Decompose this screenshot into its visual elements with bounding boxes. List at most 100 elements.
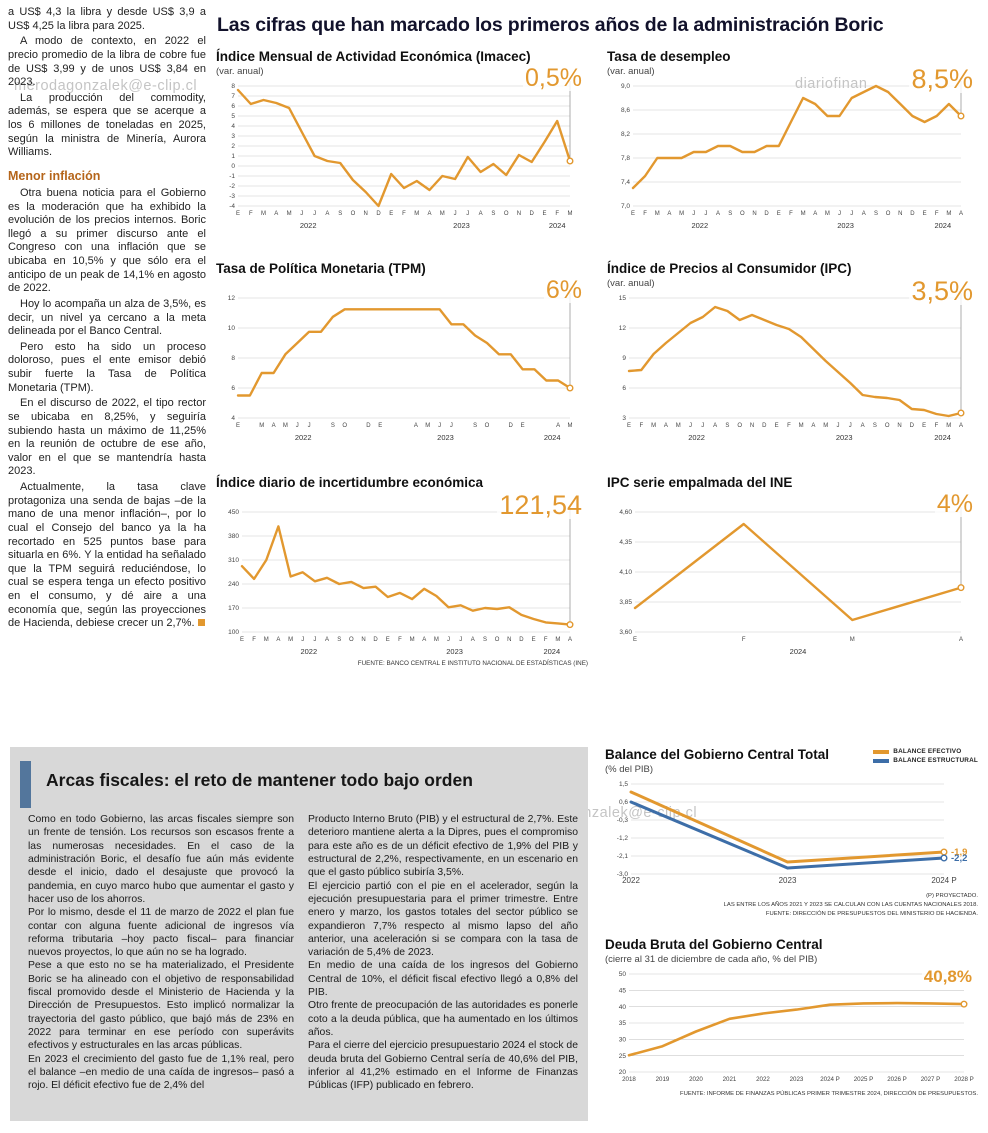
svg-text:2023: 2023 (790, 1076, 804, 1083)
svg-text:J: J (454, 211, 457, 217)
highlight-value: 4% (934, 490, 975, 518)
highlight-value: 40,8% (921, 967, 974, 986)
svg-text:15: 15 (619, 295, 627, 302)
svg-text:M: M (946, 211, 951, 217)
imacec-plot: -4 -3 -2 -1 0 1 2 3 4 5 6 7 8 E F M A M J J A S O N D E F M A M J J A S O N… (229, 80, 574, 230)
fiscal-paragraph: Producto Interno Bruto (PIB) y el estruc… (308, 814, 578, 879)
svg-text:J: J (838, 211, 841, 217)
svg-text:0: 0 (231, 163, 235, 170)
fiscal-paragraph: Para el cierre del ejercicio presupuesta… (308, 1040, 578, 1092)
svg-text:D: D (509, 423, 514, 429)
svg-text:M: M (651, 423, 656, 429)
svg-text:M: M (434, 637, 439, 643)
svg-text:F: F (935, 211, 939, 217)
svg-text:2024 P: 2024 P (820, 1076, 840, 1083)
svg-text:M: M (288, 637, 293, 643)
svg-text:-0,3: -0,3 (617, 817, 629, 824)
svg-text:50: 50 (619, 971, 627, 978)
svg-text:A: A (959, 423, 963, 429)
svg-text:A: A (325, 637, 329, 643)
fiscal-column-1: Como en todo Gobierno, las arcas fiscale… (28, 813, 294, 1093)
svg-text:E: E (389, 211, 393, 217)
svg-text:O: O (740, 211, 745, 217)
svg-text:M: M (568, 211, 573, 217)
svg-text:0,6: 0,6 (619, 799, 628, 806)
svg-text:2022: 2022 (300, 647, 317, 656)
svg-text:E: E (633, 637, 637, 643)
svg-text:S: S (473, 423, 477, 429)
svg-text:J: J (438, 423, 441, 429)
svg-text:40: 40 (619, 1004, 627, 1011)
svg-text:2025 P: 2025 P (854, 1076, 874, 1083)
svg-text:-2,1: -2,1 (617, 853, 629, 860)
chart-title: Índice diario de incertidumbre económica (216, 475, 484, 490)
svg-text:2028 P: 2028 P (954, 1076, 974, 1083)
svg-text:J: J (849, 423, 852, 429)
svg-text:A: A (325, 211, 329, 217)
svg-text:35: 35 (619, 1020, 627, 1027)
legend-item-efectivo: BALANCE EFECTIVO (873, 748, 978, 755)
svg-text:O: O (885, 423, 890, 429)
svg-text:20: 20 (619, 1069, 627, 1076)
svg-text:12: 12 (619, 325, 627, 332)
svg-text:4,35: 4,35 (619, 539, 632, 546)
svg-text:O: O (485, 423, 490, 429)
svg-text:12: 12 (228, 295, 236, 302)
svg-text:2022: 2022 (688, 433, 705, 442)
svg-text:3,60: 3,60 (619, 629, 632, 636)
svg-text:N: N (752, 211, 756, 217)
svg-text:10: 10 (228, 325, 236, 332)
svg-text:N: N (898, 211, 902, 217)
svg-text:2024: 2024 (549, 221, 566, 230)
tpm-plot: 4 6 8 10 12 E M A M J J S O D E A M J J S O D E A M 2022 2023 2024 (228, 292, 574, 442)
deuda-footnote: FUENTE: INFORME DE FINANZAS PÚBLICAS PRI… (680, 1090, 978, 1097)
chart-incertidumbre: Índice diario de incertidumbre económica… (216, 475, 588, 667)
svg-text:2027 P: 2027 P (921, 1076, 941, 1083)
svg-text:A: A (813, 211, 817, 217)
svg-text:J: J (692, 211, 695, 217)
svg-text:25: 25 (619, 1053, 627, 1060)
svg-text:2022: 2022 (622, 876, 640, 885)
svg-text:7: 7 (231, 93, 235, 100)
svg-text:2023: 2023 (446, 647, 463, 656)
chart-subtitle (607, 492, 979, 504)
svg-text:J: J (313, 637, 316, 643)
svg-text:A: A (471, 637, 475, 643)
svg-text:A: A (276, 637, 280, 643)
svg-text:A: A (716, 211, 720, 217)
svg-text:E: E (777, 211, 781, 217)
svg-text:2018: 2018 (622, 1076, 636, 1083)
chart-title: Tasa de desempleo (607, 49, 731, 64)
svg-text:A: A (272, 423, 276, 429)
ipc-empalmada-plot: 3,60 3,85 4,10 4,35 4,60 E F M A 2024 (619, 506, 965, 656)
svg-text:N: N (897, 423, 901, 429)
svg-text:M: M (261, 211, 266, 217)
svg-text:3: 3 (622, 415, 626, 422)
svg-text:-1,2: -1,2 (617, 835, 629, 842)
svg-text:M: M (946, 423, 951, 429)
article-paragraph-text: Actualmente, la tasa clave protagoniza u… (8, 481, 206, 630)
chart-title: Índice de Precios al Consumidor (IPC) (607, 261, 852, 276)
legend-label: BALANCE ESTRUCTURAL (893, 757, 978, 764)
svg-text:J: J (459, 637, 462, 643)
svg-text:J: J (450, 423, 453, 429)
svg-text:2023: 2023 (779, 876, 797, 885)
chart-title: Deuda Bruta del Gobierno Central (605, 937, 823, 952)
svg-text:3,85: 3,85 (619, 599, 632, 606)
chart-subtitle: (% del PIB) (605, 763, 654, 775)
svg-text:A: A (556, 423, 560, 429)
svg-text:N: N (364, 211, 368, 217)
svg-text:S: S (337, 637, 341, 643)
svg-text:F: F (555, 211, 559, 217)
fiscal-title: Arcas fiscales: el reto de mantener todo… (46, 770, 473, 790)
svg-text:170: 170 (228, 605, 239, 612)
svg-text:J: J (701, 423, 704, 429)
svg-text:A: A (664, 423, 668, 429)
svg-text:A: A (479, 211, 483, 217)
svg-text:4: 4 (231, 415, 235, 422)
svg-text:A: A (667, 211, 671, 217)
svg-text:2022: 2022 (756, 1076, 770, 1083)
chart-tpm: Tasa de Política Monetaria (TPM) 6% 4 6 8 1… (216, 261, 588, 444)
svg-text:E: E (923, 211, 927, 217)
svg-text:M: M (410, 637, 415, 643)
